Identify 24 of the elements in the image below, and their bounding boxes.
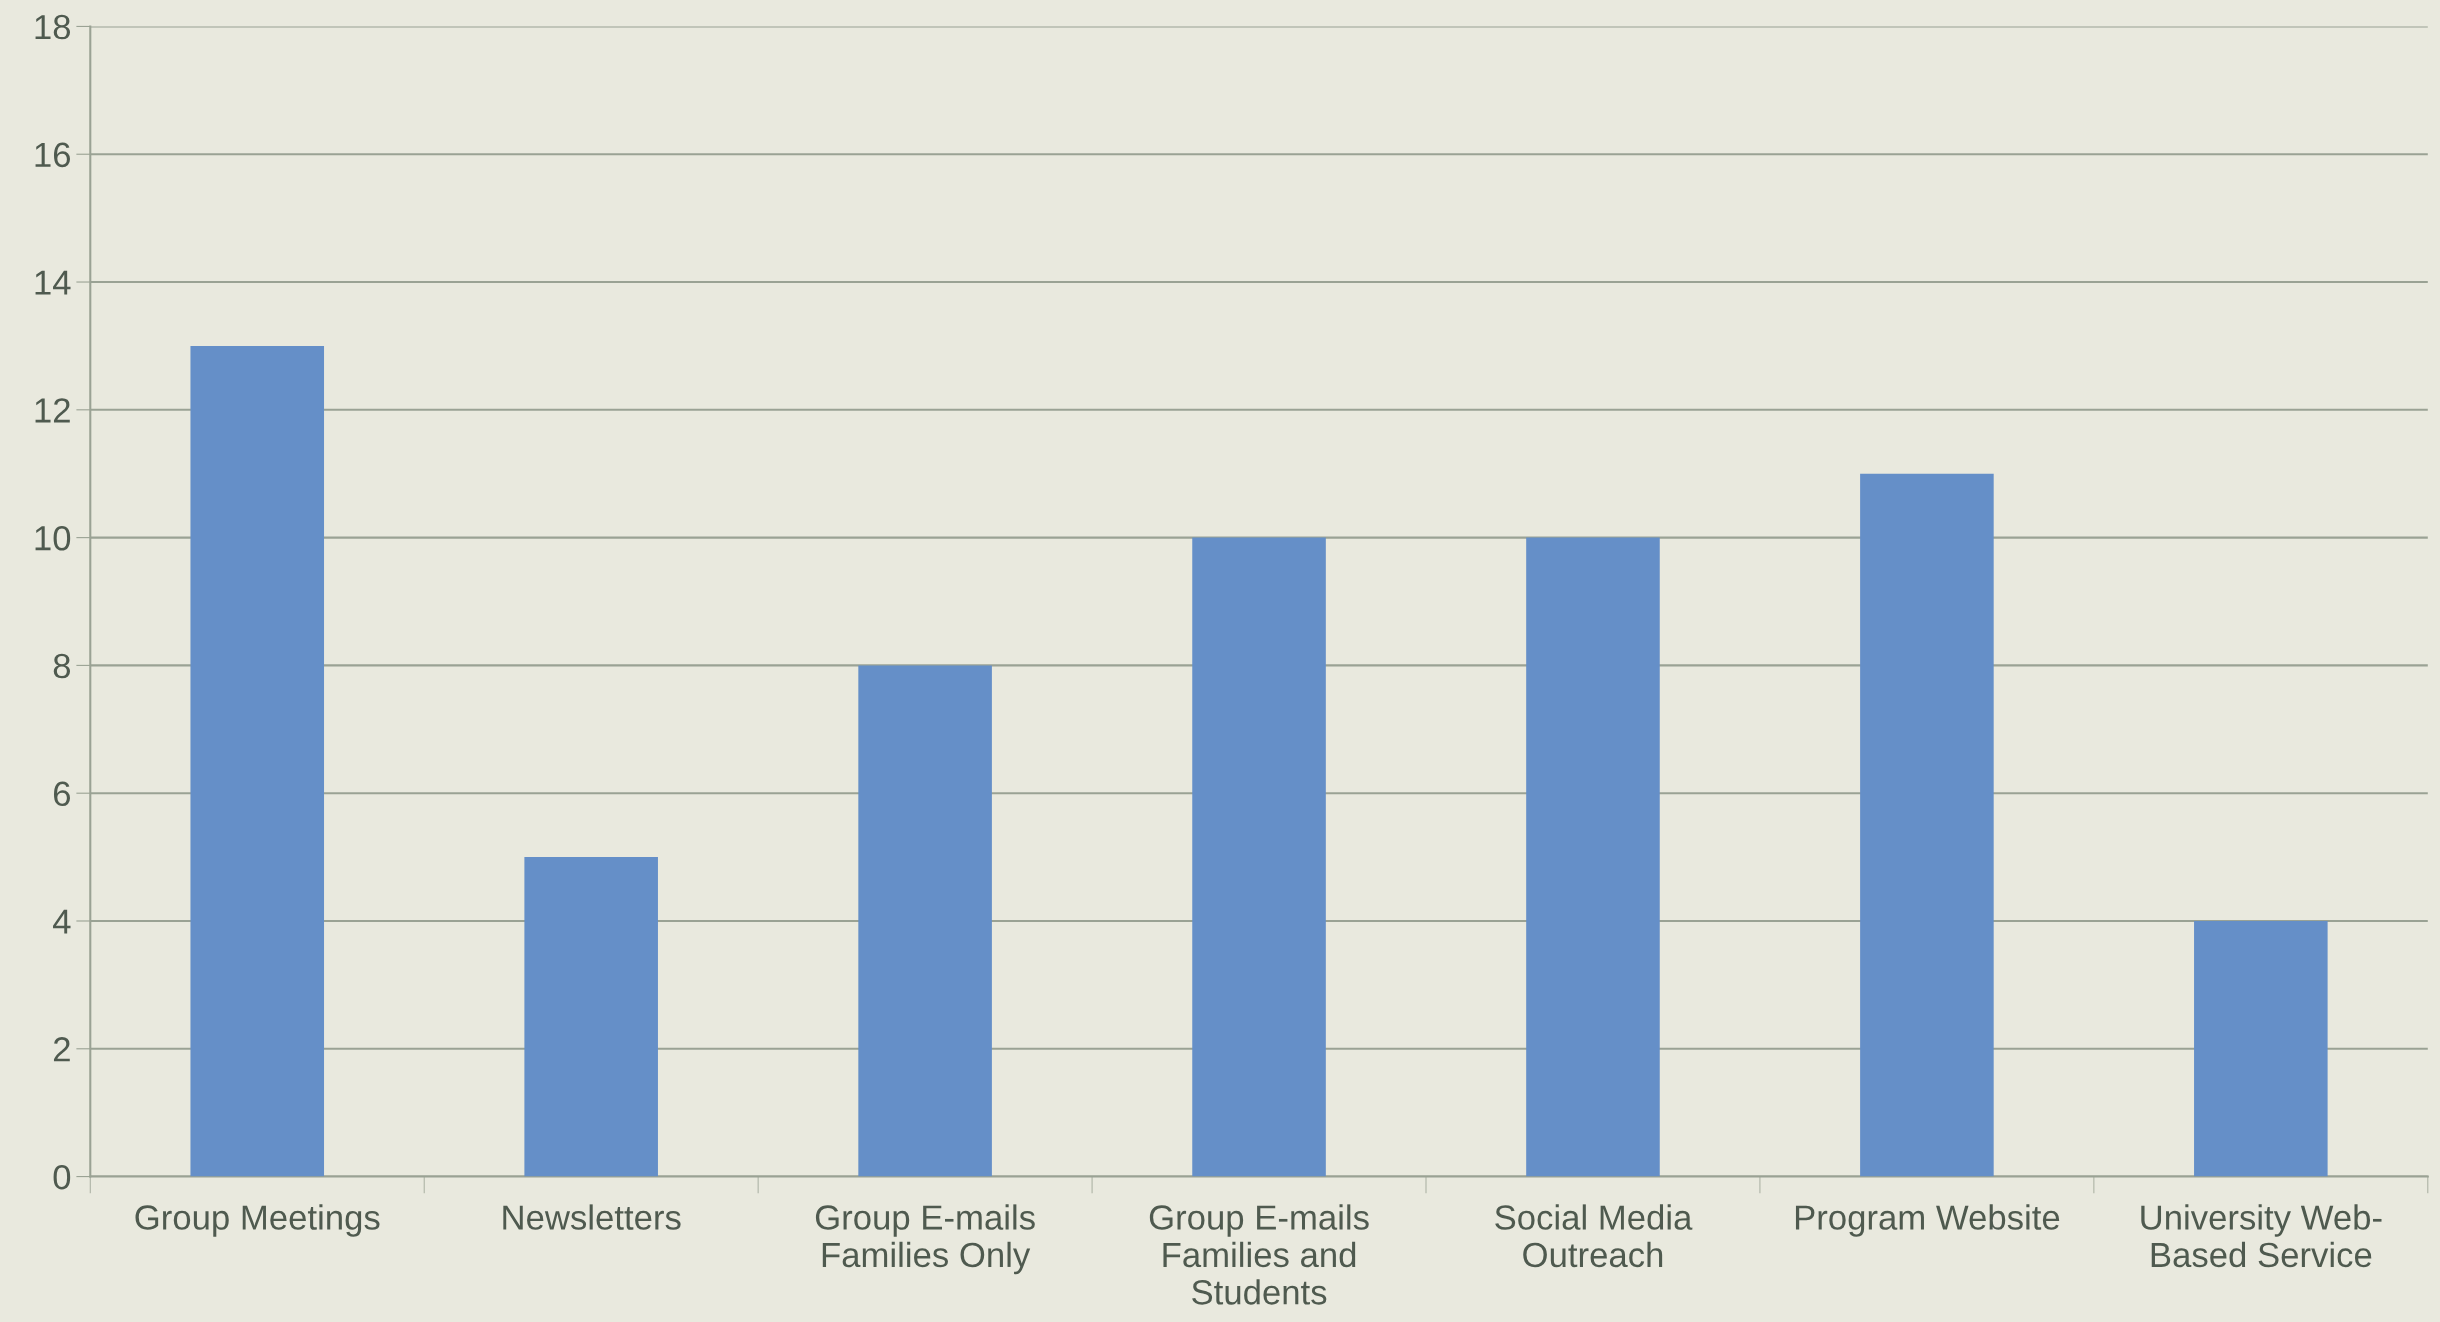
- bar: [1860, 473, 1994, 1177]
- bar: [1192, 537, 1326, 1177]
- y-tick-label: 18: [35, 14, 71, 40]
- x-tick-label: University Web- Based Service: [2141, 1204, 2382, 1268]
- x-tick-label: Social Media Outreach: [1495, 1204, 1693, 1268]
- y-tick-label: 10: [35, 525, 71, 551]
- bar: [858, 665, 992, 1177]
- y-tick-label: 8: [53, 653, 71, 679]
- y-tick-label: 6: [53, 781, 71, 807]
- bar: [1526, 537, 1660, 1177]
- bar: [2194, 920, 2328, 1177]
- y-tick-label: 0: [53, 1164, 71, 1190]
- y-tick-label: 2: [53, 1037, 70, 1062]
- x-tick-label: Group E-mails Families Only: [815, 1204, 1035, 1275]
- x-tick-label: Group E-mails Families and Students: [1149, 1204, 1369, 1305]
- bar: [524, 857, 658, 1177]
- y-tick-label: 14: [35, 270, 71, 295]
- x-tick-label: Newsletters: [503, 1204, 681, 1230]
- bar: [190, 345, 325, 1177]
- x-tick-label: Group Meetings: [135, 1204, 380, 1237]
- y-tick-label: 4: [53, 909, 71, 934]
- x-tick-label: Program Website: [1795, 1204, 2060, 1237]
- y-tick-label: 12: [35, 398, 70, 423]
- y-tick-label: 16: [35, 142, 71, 168]
